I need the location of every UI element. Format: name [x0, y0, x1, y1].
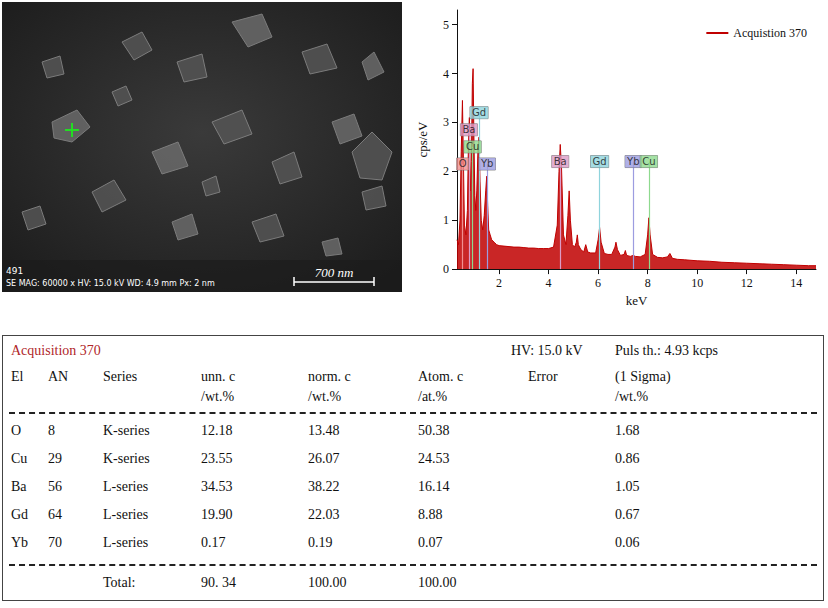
- html-text:29: 29: [48, 451, 62, 466]
- html-text:0.17: 0.17: [201, 535, 226, 550]
- html-text:8.88: 8.88: [418, 507, 443, 522]
- html-text:0.86: 0.86: [615, 451, 640, 466]
- svg-text:6: 6: [595, 276, 601, 290]
- html-text:24.53: 24.53: [418, 451, 450, 466]
- html-text:64: 64: [48, 507, 62, 522]
- svg-text:Ba: Ba: [554, 156, 567, 167]
- html-text:O: O: [11, 423, 22, 438]
- html-text:unn. c: unn. c: [201, 369, 236, 384]
- svg-text:4: 4: [443, 67, 449, 81]
- html-text:norm. c: norm. c: [308, 369, 351, 384]
- html-text:90. 34: 90. 34: [201, 575, 236, 590]
- html-text:0.06: 0.06: [615, 535, 640, 550]
- svg-text:8: 8: [645, 276, 651, 290]
- html-text:Error: Error: [528, 369, 558, 384]
- html-text:26.07: 26.07: [308, 451, 340, 466]
- svg-text:5: 5: [443, 18, 449, 32]
- html-text:1.68: 1.68: [615, 423, 640, 438]
- svg-text:0: 0: [443, 262, 449, 276]
- html-text:Total:: Total:: [103, 575, 136, 590]
- svg-text:2: 2: [443, 164, 449, 178]
- html-text:Ba: Ba: [11, 479, 27, 494]
- svg-text:Gd: Gd: [593, 156, 607, 167]
- svg-text:14: 14: [790, 276, 802, 290]
- html-text:38.22: 38.22: [308, 479, 340, 494]
- svg-text:10: 10: [691, 276, 703, 290]
- html-text:Puls th.: 4.93 kcps: Puls th.: 4.93 kcps: [615, 343, 719, 358]
- html-text:Atom. c: Atom. c: [418, 369, 464, 384]
- html-text:0.07: 0.07: [418, 535, 443, 550]
- html-text:50.38: 50.38: [418, 423, 450, 438]
- html-text:K-series: K-series: [103, 423, 150, 438]
- html-text:56: 56: [48, 479, 62, 494]
- svg-text:700 nm: 700 nm: [315, 265, 354, 280]
- html-text:/wt.%: /wt.%: [615, 389, 649, 404]
- svg-text:Gd: Gd: [472, 107, 486, 118]
- svg-text:12: 12: [741, 276, 753, 290]
- svg-text:cps/eV: cps/eV: [415, 121, 430, 158]
- html-text:34.53: 34.53: [201, 479, 233, 494]
- svg-text:keV: keV: [626, 293, 648, 308]
- html-text:/wt.%: /wt.%: [201, 389, 235, 404]
- html-text:16.14: 16.14: [418, 479, 450, 494]
- svg-text:491: 491: [6, 266, 23, 276]
- html-text:8: 8: [48, 423, 55, 438]
- html-text:12.18: 12.18: [201, 423, 233, 438]
- html-text:L-series: L-series: [103, 507, 149, 522]
- html-text:23.55: 23.55: [201, 451, 233, 466]
- html-text:/wt.%: /wt.%: [308, 389, 342, 404]
- svg-text:Yb: Yb: [626, 156, 639, 167]
- html-text:0.67: 0.67: [615, 507, 640, 522]
- html-text:0.19: 0.19: [308, 535, 333, 550]
- svg-text:O: O: [459, 158, 467, 169]
- html-text:Yb: Yb: [11, 535, 29, 550]
- html-text:Series: Series: [103, 369, 138, 384]
- html-text:1.05: 1.05: [615, 479, 640, 494]
- html-text:El: El: [11, 369, 24, 384]
- svg-text:2: 2: [496, 276, 502, 290]
- html-text:L-series: L-series: [103, 479, 149, 494]
- svg-text:4: 4: [546, 276, 552, 290]
- html-text:Cu: Cu: [11, 451, 28, 466]
- html-text:HV: 15.0 kV: HV: 15.0 kV: [511, 343, 583, 358]
- html-text:K-series: K-series: [103, 451, 150, 466]
- html-text:70: 70: [48, 535, 62, 550]
- svg-text:1: 1: [443, 213, 449, 227]
- html-text:Gd: Gd: [11, 507, 29, 522]
- html-text:(1 Sigma): (1 Sigma): [615, 369, 671, 384]
- html-text:Acquisition 370: Acquisition 370: [11, 343, 101, 358]
- svg-text:Cu: Cu: [466, 141, 479, 152]
- html-text:/at.%: /at.%: [418, 389, 448, 404]
- svg-text:Yb: Yb: [480, 158, 493, 169]
- html-text:13.48: 13.48: [308, 423, 340, 438]
- svg-text:Acquistion 370: Acquistion 370: [733, 26, 807, 40]
- svg-text:3: 3: [443, 115, 449, 129]
- html-text:19.90: 19.90: [201, 507, 233, 522]
- html-text:100.00: 100.00: [308, 575, 347, 590]
- svg-text:SE MAG: 60000 x HV: 15.0 kV WD: SE MAG: 60000 x HV: 15.0 kV WD: 4.9 mm P…: [6, 279, 215, 288]
- html-text:22.03: 22.03: [308, 507, 340, 522]
- svg-text:Cu: Cu: [642, 156, 655, 167]
- html-text:AN: AN: [48, 369, 69, 384]
- svg-text:Ba: Ba: [462, 124, 475, 135]
- html-text:100.00: 100.00: [418, 575, 457, 590]
- html-text:L-series: L-series: [103, 535, 149, 550]
